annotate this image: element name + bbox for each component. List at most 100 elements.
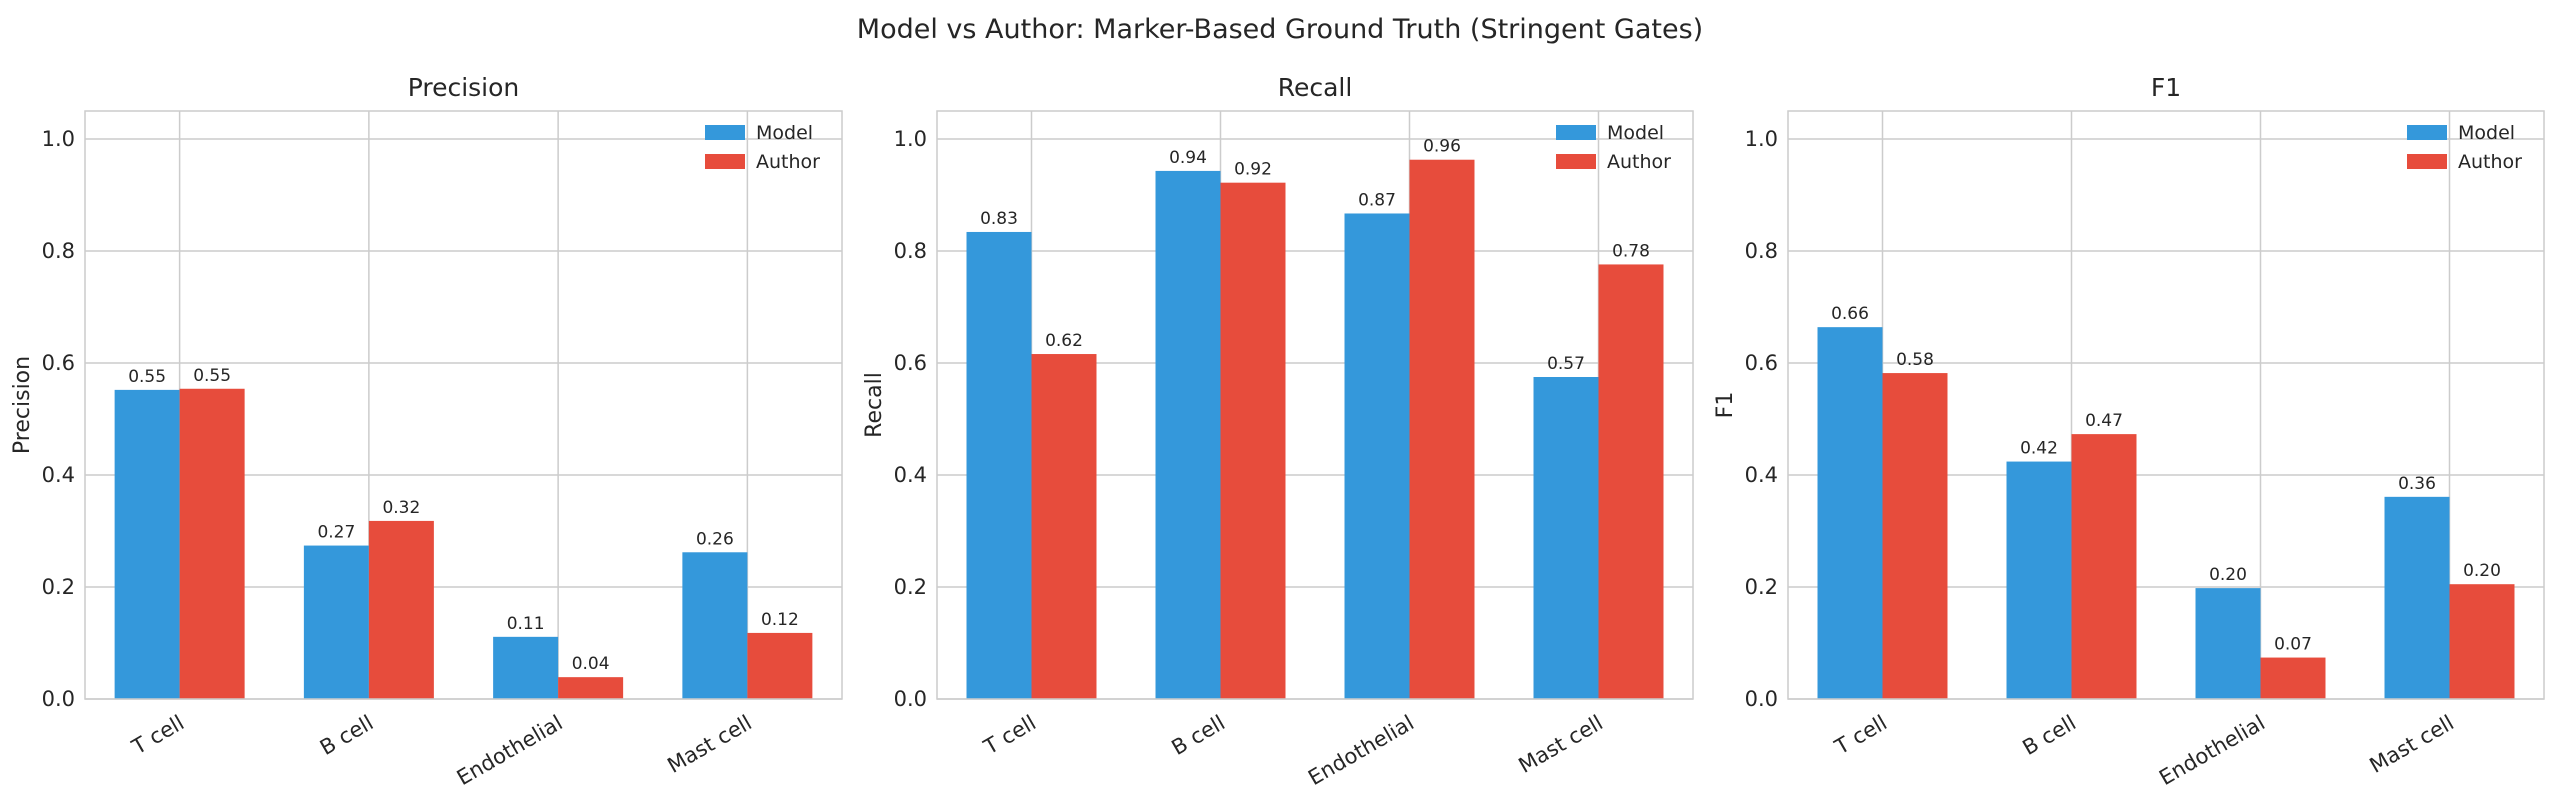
bar-model-endothelial: [2195, 588, 2261, 699]
legend-label: Author: [1607, 151, 1671, 173]
y-tick-label: 0.2: [1745, 575, 1778, 599]
y-tick-label: 0.6: [42, 351, 75, 375]
bar-author-mast-cell: [1598, 264, 1664, 699]
y-tick-label: 1.0: [1745, 127, 1778, 151]
legend: Model Author: [705, 122, 820, 173]
bar-model-t-cell: [114, 389, 180, 699]
chart-panel-0: Precision 0.55 0.27 0.11 0.26 0.55 0.32 0.04 0.1…: [10, 73, 843, 791]
y-tick-label: 0.4: [894, 463, 927, 487]
legend: Model Author: [2407, 122, 2522, 173]
data-label: 0.04: [572, 654, 610, 674]
y-tick-label: 0.2: [42, 575, 75, 599]
bar-author-endothelial: [2260, 657, 2326, 699]
x-tick-label: B cell: [1167, 711, 1229, 760]
legend-label: Model: [1607, 122, 1664, 144]
x-tick-label: B cell: [316, 711, 378, 760]
chart-panel-1: Recall 0.83 0.94 0.87 0.57 0.62 0.92 0.96 0.78 0.…: [862, 73, 1694, 791]
x-tick-label: Mast cell: [663, 711, 756, 778]
y-axis-label: F1: [1713, 392, 1738, 419]
bar-author-t-cell: [1031, 354, 1097, 699]
bar-model-b-cell: [303, 545, 369, 699]
legend: Model Author: [1556, 122, 1671, 173]
bar-model-b-cell: [2006, 461, 2072, 699]
bar-model-t-cell: [966, 231, 1032, 699]
legend-swatch: [705, 125, 745, 140]
legend-label: Author: [2458, 151, 2522, 173]
x-tick-label: Endothelial: [2155, 711, 2269, 791]
data-label: 0.87: [1358, 190, 1396, 210]
y-tick-label: 1.0: [894, 127, 927, 151]
bar-author-mast-cell: [747, 632, 813, 699]
data-label: 0.55: [193, 366, 231, 386]
data-label: 0.96: [1423, 137, 1461, 157]
y-tick-label: 0.4: [1745, 463, 1778, 487]
bar-model-endothelial: [493, 636, 559, 699]
legend-swatch: [1556, 125, 1596, 140]
bar-author-b-cell: [368, 520, 434, 699]
y-axis-label: Precision: [10, 356, 35, 454]
y-tick-label: 0.8: [1745, 239, 1778, 263]
legend-swatch: [1556, 154, 1596, 169]
y-tick-label: 0.4: [42, 463, 75, 487]
legend-label: Model: [2458, 122, 2515, 144]
bar-author-t-cell: [1882, 373, 1948, 699]
x-tick-label: Mast cell: [2365, 711, 2458, 778]
data-label: 0.36: [2398, 474, 2436, 494]
axes-frame: [936, 110, 1694, 700]
y-tick-label: 0.8: [894, 239, 927, 263]
x-tick-label: Endothelial: [453, 711, 567, 791]
bar-model-mast-cell: [2384, 496, 2450, 699]
axes-frame: [1787, 110, 2545, 700]
data-label: 0.20: [2209, 565, 2247, 585]
y-tick-label: 0.0: [42, 687, 75, 711]
data-label: 0.11: [507, 614, 545, 634]
y-tick-label: 0.0: [894, 687, 927, 711]
y-tick-label: 1.0: [42, 127, 75, 151]
data-label: 0.83: [980, 209, 1018, 229]
bar-author-b-cell: [2071, 434, 2137, 699]
axes-frame: [84, 110, 843, 700]
data-label: 0.20: [2463, 561, 2501, 581]
data-label: 0.92: [1234, 160, 1272, 180]
data-label: 0.66: [1831, 304, 1869, 324]
panel-title: Precision: [408, 73, 520, 102]
x-tick-label: T cell: [979, 711, 1040, 760]
data-label: 0.32: [382, 498, 420, 518]
data-label: 0.26: [696, 529, 734, 549]
panel-title: F1: [2151, 73, 2181, 102]
data-label: 0.12: [761, 610, 799, 630]
bar-model-endothelial: [1344, 213, 1410, 700]
y-tick-label: 0.8: [42, 239, 75, 263]
x-tick-label: T cell: [1830, 711, 1891, 760]
data-label: 0.62: [1045, 331, 1083, 351]
chart-panel-2: F1 0.66 0.42 0.20 0.36 0.58 0.47 0.07 0.20 0.0 0.2…: [1713, 73, 2545, 791]
legend-label: Author: [756, 151, 820, 173]
x-tick-label: T cell: [127, 711, 188, 760]
data-label: 0.07: [2274, 635, 2312, 655]
y-tick-label: 0.6: [1745, 351, 1778, 375]
legend-swatch: [705, 154, 745, 169]
y-tick-label: 0.2: [894, 575, 927, 599]
bar-author-mast-cell: [2449, 584, 2515, 699]
x-tick-label: Endothelial: [1304, 711, 1418, 791]
y-axis-label: Recall: [862, 372, 887, 438]
data-label: 0.27: [317, 523, 355, 543]
bar-author-endothelial: [558, 677, 624, 699]
data-label: 0.58: [1896, 350, 1934, 370]
bar-model-t-cell: [1817, 327, 1883, 699]
bar-model-mast-cell: [1533, 377, 1599, 699]
figure-title: Model vs Author: Marker-Based Ground Tru…: [857, 14, 1703, 45]
bar-model-mast-cell: [682, 552, 748, 699]
data-label: 0.47: [2085, 411, 2123, 431]
panel-title: Recall: [1278, 73, 1353, 102]
legend-swatch: [2407, 154, 2447, 169]
legend-label: Model: [756, 122, 813, 144]
bar-author-b-cell: [1220, 182, 1286, 699]
data-label: 0.78: [1612, 241, 1650, 261]
y-tick-label: 0.0: [1745, 687, 1778, 711]
data-label: 0.42: [2020, 439, 2058, 459]
x-tick-label: Mast cell: [1514, 711, 1607, 778]
data-label: 0.57: [1547, 354, 1585, 374]
y-tick-label: 0.6: [894, 351, 927, 375]
